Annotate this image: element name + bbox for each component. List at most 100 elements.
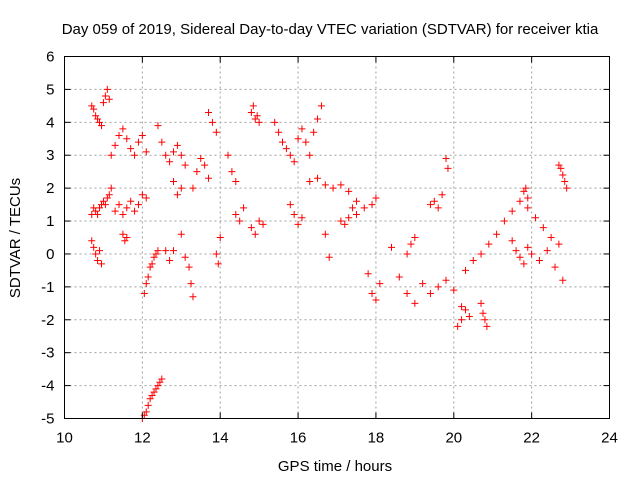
data-point	[345, 214, 353, 222]
data-point	[512, 247, 520, 255]
data-point	[345, 187, 353, 195]
data-point	[115, 131, 123, 139]
data-point	[119, 230, 127, 238]
series-sat-n	[177, 230, 189, 261]
series-sat-al	[520, 184, 532, 202]
data-point	[88, 237, 96, 245]
data-point	[555, 161, 563, 169]
data-point	[516, 253, 524, 261]
data-point	[119, 210, 127, 218]
series-sat-ai	[461, 197, 563, 274]
data-point	[559, 171, 567, 179]
data-point	[559, 276, 567, 284]
data-point	[94, 210, 102, 218]
x-tick-labels: 10 12 14 16 18 20 22 24	[56, 430, 618, 447]
data-point	[255, 217, 263, 225]
data-point	[224, 151, 232, 159]
data-point	[500, 217, 508, 225]
data-point	[142, 280, 150, 288]
data-point	[107, 184, 115, 192]
data-point	[450, 286, 458, 294]
data-point	[189, 293, 197, 301]
data-point	[216, 234, 224, 241]
data-point	[134, 138, 142, 146]
series-sat-ah	[454, 306, 469, 330]
y-tick-label: 1	[46, 213, 54, 230]
data-point	[477, 299, 485, 307]
data-point	[212, 250, 220, 258]
data-point	[444, 164, 452, 172]
series-sat-h	[134, 131, 150, 156]
series-sat-ak	[508, 237, 567, 284]
data-point	[532, 214, 540, 222]
data-point	[150, 388, 158, 396]
data-point	[271, 118, 279, 126]
grid	[64, 56, 610, 419]
data-point	[247, 224, 255, 232]
data-point	[477, 250, 485, 258]
data-point	[88, 210, 96, 218]
y-tick-label: -4	[41, 378, 54, 395]
data-point	[94, 257, 102, 265]
y-tick-label: -3	[41, 345, 54, 362]
series-sat-c	[88, 237, 105, 268]
data-point	[329, 184, 337, 192]
data-point	[524, 194, 532, 202]
data-point	[247, 108, 255, 116]
x-tick-label: 20	[445, 430, 462, 447]
data-point	[152, 250, 160, 258]
data-point	[170, 247, 177, 255]
data-point	[290, 210, 298, 218]
data-point	[403, 250, 411, 258]
data-point	[123, 135, 131, 143]
data-point	[290, 158, 298, 166]
x-axis-label: GPS time / hours	[278, 458, 392, 475]
data-point	[144, 273, 152, 281]
data-point	[111, 207, 119, 215]
data-point	[173, 191, 181, 199]
data-point	[411, 299, 419, 307]
data-point	[461, 306, 469, 314]
data-point	[403, 289, 411, 297]
x-tick-label: 18	[368, 430, 385, 447]
data-point	[127, 197, 135, 205]
x-tick-label: 14	[212, 430, 229, 447]
data-point	[407, 240, 415, 248]
x-tick-label: 22	[523, 430, 540, 447]
data-point	[92, 112, 100, 120]
data-point	[96, 247, 104, 255]
data-point	[99, 197, 107, 205]
data-point	[142, 194, 150, 202]
data-point	[251, 115, 259, 123]
data-point	[166, 158, 174, 166]
y-axis-label: SDTVAR / TECUs	[7, 178, 24, 298]
data-point	[306, 151, 314, 159]
series-sat-am	[555, 161, 571, 192]
data-point	[442, 155, 450, 163]
data-point	[228, 168, 236, 176]
data-point	[173, 141, 181, 149]
data-point	[551, 263, 559, 271]
y-tick-label: -2	[41, 312, 54, 329]
data-point	[103, 194, 111, 202]
x-tick-label: 12	[134, 430, 151, 447]
data-point	[240, 204, 248, 212]
data-point	[528, 250, 536, 258]
data-point	[434, 204, 442, 212]
data-point	[123, 234, 131, 241]
data-point	[302, 138, 310, 146]
data-point	[115, 201, 123, 209]
data-point	[249, 102, 257, 110]
data-point	[419, 280, 427, 288]
data-point	[138, 191, 146, 199]
data-points	[88, 85, 571, 422]
data-point	[96, 118, 104, 126]
data-point	[557, 164, 565, 172]
data-point	[154, 122, 162, 130]
series-sat-x	[286, 201, 306, 228]
y-tick-label: 0	[46, 246, 54, 263]
data-point	[131, 151, 139, 159]
data-point	[426, 289, 434, 297]
data-point	[158, 138, 166, 146]
